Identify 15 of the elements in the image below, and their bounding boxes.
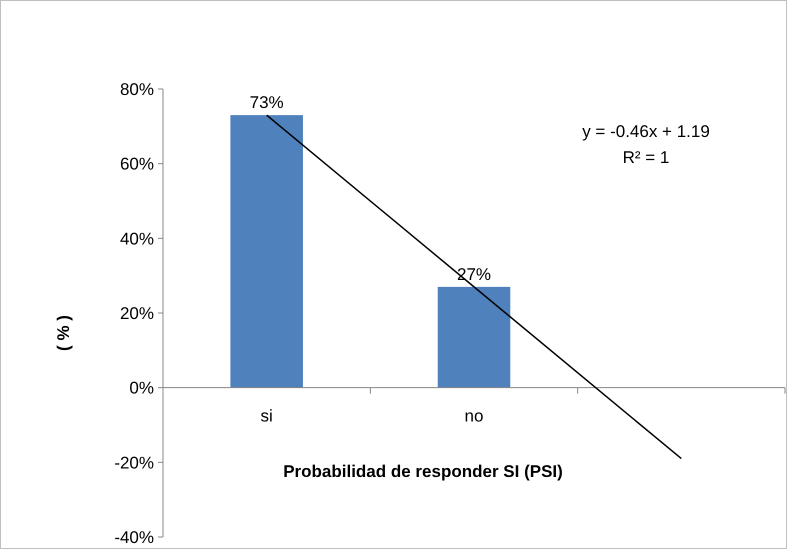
x-tick-label: si: [260, 406, 273, 426]
x-tick-label: no: [464, 406, 484, 426]
data-label: 73%: [250, 93, 284, 112]
data-label: 27%: [456, 264, 492, 284]
annotation: y = -0.46x + 1.19: [582, 122, 710, 141]
y-axis-title: ( % ): [54, 315, 73, 351]
y-tick-label: 40%: [120, 229, 154, 248]
y-tick-label: 20%: [120, 304, 154, 323]
y-tick-label: -20%: [114, 453, 154, 472]
y-tick-label: 0%: [129, 378, 154, 398]
y-tick-label: 80%: [120, 80, 154, 99]
y-tick-label: 60%: [120, 154, 154, 174]
y-tick-label: -40%: [114, 528, 154, 547]
x-axis-title: Probabilidad de responder SI (PSI): [283, 462, 563, 481]
annotation: R² = 1: [622, 148, 670, 167]
